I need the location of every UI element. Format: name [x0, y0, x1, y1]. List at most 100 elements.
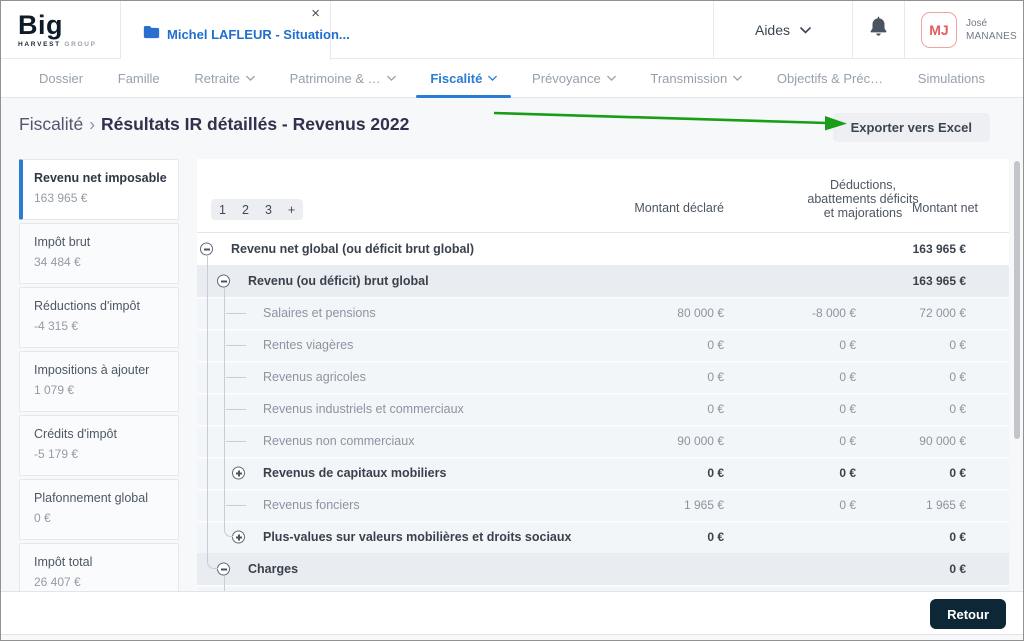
table-row: Rentes viagères 0 € 0 € 0 € [197, 329, 1009, 361]
table-row: Plus-values sur valeurs mobilières et dr… [197, 521, 1009, 553]
scrollbar-thumb[interactable] [1014, 161, 1020, 439]
row-declared-value: 0 € [707, 402, 724, 416]
row-deductions-value: 0 € [839, 370, 856, 384]
top-bar: Big HARVEST GROUP × Michel LAFLEUR - Sit… [1, 1, 1023, 60]
row-label: Salaires et pensions [263, 306, 376, 320]
sidebar-item-label: Crédits d'impôt [34, 427, 117, 441]
bell-icon [868, 16, 889, 44]
pagination-button[interactable]: 3 [265, 202, 272, 217]
sidebar-item-1[interactable]: Impôt brut 34 484 € [19, 223, 179, 284]
nav-item-label: Prévoyance [532, 70, 601, 86]
row-net-value: 0 € [949, 530, 966, 544]
row-deductions-value: 0 € [839, 466, 856, 480]
tree-connector-icon [226, 409, 246, 410]
toggle-icon[interactable] [217, 562, 230, 576]
row-label: Rentes viagères [263, 338, 354, 352]
footer-bar: Retour [1, 591, 1023, 635]
pagination-button[interactable]: 1 [219, 202, 226, 217]
row-declared-value: 0 € [707, 466, 724, 480]
sidebar-item-label: Impositions à ajouter [34, 363, 150, 377]
breadcrumb-root[interactable]: Fiscalité [19, 114, 84, 134]
table-header: 1 2 3 + Montant déclaré Déductions, abattem… [197, 159, 1009, 233]
table-row: Salaires et pensions 80 000 € -8 000 € 7… [197, 297, 1009, 329]
row-declared-value: 1 965 € [683, 498, 724, 512]
chevron-down-icon [800, 21, 811, 39]
partial-row [197, 585, 1009, 593]
row-net-value: 90 000 € [919, 434, 966, 448]
row-label: Revenus non commerciaux [263, 434, 415, 448]
back-button[interactable]: Retour [930, 599, 1006, 629]
pagination-button[interactable]: + [287, 202, 296, 217]
nav-item-4[interactable]: Fiscalité [416, 70, 512, 98]
folder-icon [143, 25, 160, 44]
user-menu[interactable]: MJ José MANANES [905, 1, 1023, 59]
sidebar-item-3[interactable]: Impositions à ajouter 1 079 € [19, 351, 179, 412]
sidebar-item-2[interactable]: Réductions d'impôt -4 315 € [19, 287, 179, 348]
toggle-icon[interactable] [232, 530, 245, 544]
toggle-icon[interactable] [217, 274, 230, 288]
sidebar-item-0[interactable]: Revenu net imposable 163 965 € [19, 159, 179, 220]
nav-item-3[interactable]: Patrimoine & … [290, 71, 396, 86]
row-net-value: 0 € [949, 402, 966, 416]
row-label: Revenus industriels et commerciaux [263, 402, 464, 416]
nav-item-2[interactable]: Retraite [194, 71, 255, 86]
nav-item-label: Simulations [917, 70, 985, 86]
sidebar-item-label: Impôt brut [34, 235, 91, 249]
annotation-arrow [493, 111, 847, 131]
aides-menu[interactable]: Aides [713, 1, 853, 59]
row-net-value: 163 965 € [912, 274, 966, 288]
table-row: Revenu (ou déficit) brut global 163 965 … [197, 265, 1009, 297]
tree-connector-icon [226, 505, 246, 506]
brand-logo: Big HARVEST GROUP [1, 1, 121, 59]
client-file-tab[interactable]: × Michel LAFLEUR - Situation... [121, 1, 350, 60]
sidebar-item-label: Réductions d'impôt [34, 299, 140, 313]
nav-item-0[interactable]: Dossier [39, 71, 83, 86]
logo-subtitle: HARVEST GROUP [18, 41, 97, 48]
nav-item-5[interactable]: Prévoyance [532, 71, 616, 86]
nav-list: Dossier Famille Retraite Patrimoine & … … [1, 59, 1023, 98]
sidebar-item-5[interactable]: Plafonnement global 0 € [19, 479, 179, 540]
nav-item-8[interactable]: Simulations [918, 71, 985, 86]
row-declared-value: 80 000 € [677, 306, 724, 320]
sidebar-item-value: 26 407 € [34, 575, 81, 589]
breadcrumb: Fiscalité › Résultats IR détaillés - Reven… [19, 114, 409, 135]
nav-item-label: Famille [117, 70, 160, 86]
results-table-panel: 1 2 3 + Montant déclaré Déductions, abattem… [197, 159, 1009, 593]
nav-item-1[interactable]: Famille [118, 71, 160, 86]
chevron-down-icon [488, 71, 498, 86]
chevron-down-icon [386, 71, 396, 86]
column-header-declared: Montant déclaré [634, 201, 724, 215]
nav-item-label: Fiscalité [430, 70, 483, 86]
export-excel-button[interactable]: Exporter vers Excel [832, 113, 990, 142]
sidebar-item-label: Plafonnement global [34, 491, 148, 505]
toggle-icon[interactable] [232, 466, 245, 480]
row-deductions-value: 0 € [839, 402, 856, 416]
tree-connector-icon [226, 441, 246, 442]
pagination-button[interactable]: 2 [242, 202, 249, 217]
row-declared-value: 90 000 € [677, 434, 724, 448]
nav-item-7[interactable]: Objectifs & Préc… [777, 71, 883, 86]
chevron-down-icon [606, 71, 616, 86]
nav-item-label: Patrimoine & … [289, 70, 381, 86]
row-label: Revenu net global (ou déficit brut globa… [231, 242, 475, 256]
table-row: Revenus fonciers 1 965 € 0 € 1 965 € [197, 489, 1009, 521]
avatar: MJ [921, 12, 957, 48]
row-deductions-value: 0 € [839, 338, 856, 352]
chevron-down-icon [733, 71, 743, 86]
client-file-tab-label: Michel LAFLEUR - Situation... [167, 27, 350, 42]
page-title: Résultats IR détaillés - Revenus 2022 [101, 114, 410, 134]
sidebar-item-value: 0 € [34, 511, 51, 525]
nav-item-6[interactable]: Transmission [650, 71, 743, 86]
row-label: Plus-values sur valeurs mobilières et dr… [263, 530, 572, 544]
nav-item-label: Objectifs & Préc… [776, 70, 884, 86]
row-deductions-value: 0 € [839, 434, 856, 448]
tree-connector-icon [226, 313, 246, 314]
sidebar-item-4[interactable]: Crédits d'impôt -5 179 € [19, 415, 179, 476]
row-net-value: 1 965 € [925, 498, 966, 512]
row-net-value: 72 000 € [919, 306, 966, 320]
close-icon[interactable]: × [311, 5, 320, 22]
notifications-button[interactable] [853, 1, 905, 59]
row-net-value: 0 € [949, 562, 966, 576]
toggle-icon[interactable] [200, 242, 213, 256]
